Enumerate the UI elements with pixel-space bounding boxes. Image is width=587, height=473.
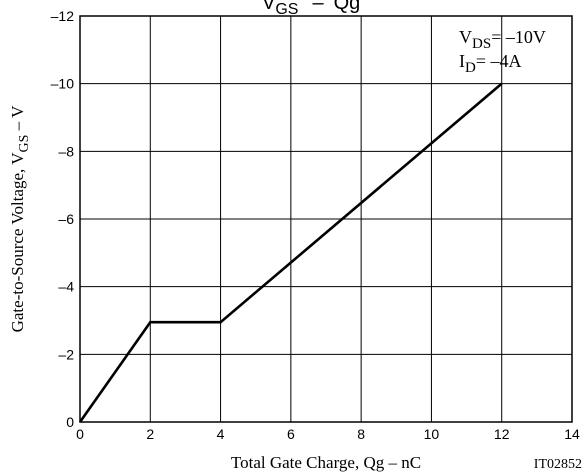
chart-title-connector: – <box>312 0 324 14</box>
y-tick-label: –8 <box>58 143 74 159</box>
vgs-series-line <box>78 82 503 423</box>
id-annotation-sub: D <box>465 60 476 76</box>
id-annotation-value: = –4A <box>476 51 522 71</box>
x-tick-label: 4 <box>217 426 225 442</box>
x-tick-label: 8 <box>357 426 365 442</box>
y-tick-label: –10 <box>51 76 75 92</box>
y-tick-label: 0 <box>66 414 74 430</box>
id-annotation-prefix: I <box>459 51 465 71</box>
y-axis-label-sub: GS <box>17 135 32 153</box>
vds-annotation-value: = –10V <box>491 27 546 47</box>
x-tick-label: 10 <box>424 426 440 442</box>
y-tick-label: –12 <box>51 8 75 24</box>
chart-title-v: V <box>262 0 276 14</box>
y-tick-label: –4 <box>58 279 74 295</box>
y-tick-label: –2 <box>58 346 74 362</box>
id-annotation: ID= –4A <box>459 51 522 76</box>
grid-lines <box>80 16 572 422</box>
x-tick-label: 0 <box>76 426 84 442</box>
y-tick-label: –6 <box>58 211 74 227</box>
x-axis-label: Total Gate Charge, Qg – nC <box>231 453 421 472</box>
y-axis-label-prefix: Gate-to-Source Voltage, V <box>8 152 27 333</box>
tick-labels: 0 2 4 6 8 10 12 14 0 –2 –4 –6 –8 –10 –12 <box>51 8 580 442</box>
figure-code: IT02852 <box>534 457 582 472</box>
vds-annotation-sub: DS <box>472 36 491 52</box>
x-tick-label: 12 <box>494 426 510 442</box>
chart-title-sub: GS <box>275 1 298 18</box>
chart-title: VGS – Qg <box>262 0 360 18</box>
y-axis-label-suffix: – V <box>8 105 27 135</box>
x-tick-label: 2 <box>146 426 154 442</box>
vds-annotation-prefix: V <box>459 27 472 47</box>
plot-frame <box>79 15 573 423</box>
y-axis-label: Gate-to-Source Voltage, VGS – V <box>8 105 32 332</box>
x-tick-label: 6 <box>287 426 295 442</box>
vds-annotation: VDS= –10V <box>459 27 546 52</box>
chart-title-qg: Qg <box>334 0 361 14</box>
x-tick-label: 14 <box>564 426 580 442</box>
